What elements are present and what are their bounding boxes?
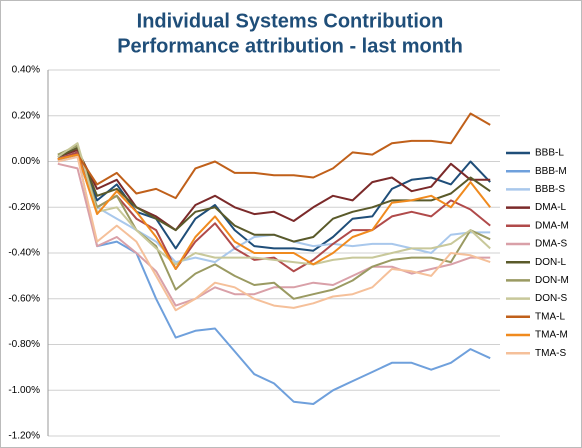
legend-label: TMA-S xyxy=(535,348,566,359)
series-line xyxy=(57,149,491,232)
series-line xyxy=(57,155,491,312)
y-tick-label: 0.00% xyxy=(12,156,40,167)
series-line xyxy=(57,153,491,270)
legend-label: BBB-M xyxy=(535,166,567,177)
legend-label: DMA-S xyxy=(535,239,568,250)
y-tick-label: -1.20% xyxy=(8,431,40,442)
y-tick-label: 0.40% xyxy=(12,65,40,76)
series-line xyxy=(57,112,491,200)
series-line xyxy=(57,153,491,405)
legend-label: DMA-M xyxy=(535,220,569,231)
legend-label: TMA-M xyxy=(535,330,568,341)
legend-label: DMA-L xyxy=(535,202,567,213)
series-line xyxy=(57,151,491,252)
chart-title: Individual Systems Contribution xyxy=(137,10,444,32)
legend-label: DON-M xyxy=(535,275,569,286)
series-line xyxy=(57,151,491,273)
legend-label: DON-S xyxy=(535,293,568,304)
series-line xyxy=(57,146,491,243)
series-line xyxy=(57,144,491,300)
y-tick-label: -0.40% xyxy=(8,248,40,259)
series-line xyxy=(57,142,491,266)
legend-label: BBB-L xyxy=(535,148,564,159)
legend-label: DON-L xyxy=(535,257,567,268)
y-tick-label: -0.60% xyxy=(8,293,40,304)
chart-subtitle: Performance attribution - last month xyxy=(117,35,463,57)
y-tick-label: -0.80% xyxy=(8,339,40,350)
legend-label: BBB-S xyxy=(535,184,565,195)
y-tick-label: -0.20% xyxy=(8,202,40,213)
y-tick-label: -1.00% xyxy=(8,385,40,396)
y-tick-label: 0.20% xyxy=(12,110,40,121)
legend-label: TMA-L xyxy=(535,311,565,322)
